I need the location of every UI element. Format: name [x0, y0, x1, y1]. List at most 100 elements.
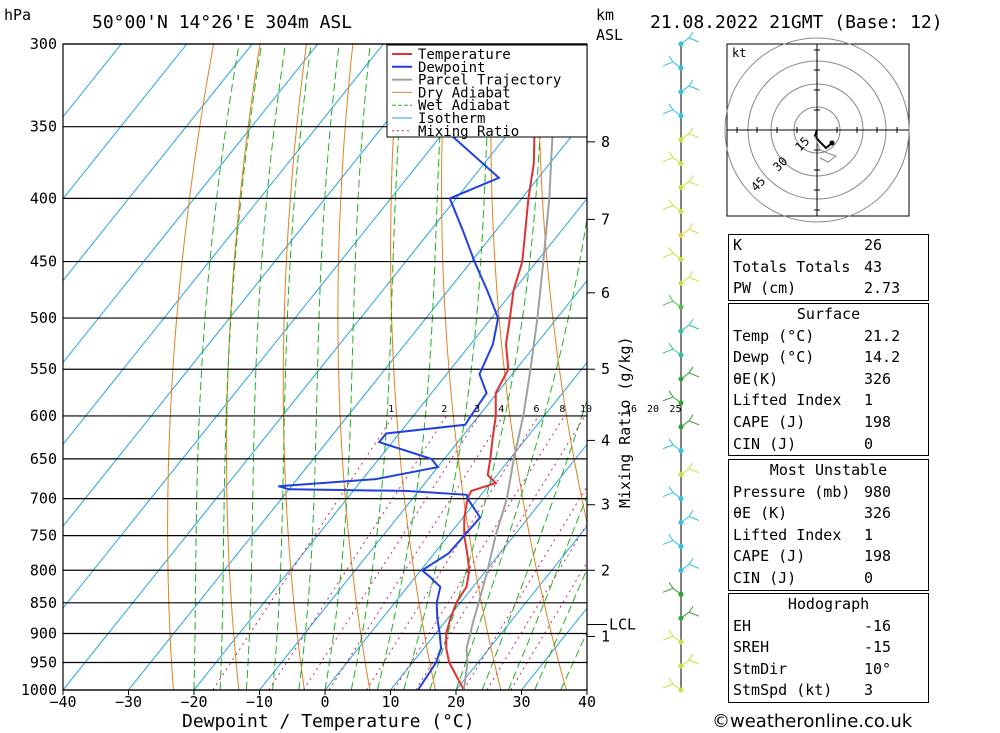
most-unstable-label: CAPE (J) [733, 547, 806, 566]
hodograph-stat-row: StmDir 10° [729, 659, 928, 681]
height-tick-label: 1 [601, 627, 610, 645]
mixing-ratio-label: 25 [669, 404, 681, 415]
pressure-tick-label: 500 [30, 309, 57, 327]
indices-rows: K 26 Totals Totals 43 PW (cm) 2.73 [729, 235, 928, 300]
surface-panel: Surface Temp (°C) 21.2 Dewp (°C) 14.2 θE(K) 3… [728, 303, 929, 457]
mixing-ratio-label: 1 [388, 404, 394, 415]
isotherm-line [63, 44, 188, 200]
x-tick-label: −40 [49, 693, 76, 711]
most-unstable-title: Most Unstable [769, 461, 888, 479]
surface-row: θE(K) 326 [729, 369, 928, 391]
isotherm-line [259, 279, 587, 690]
hodograph-stat-value: -15 [864, 638, 892, 657]
legend-label: Temperature [418, 47, 511, 63]
surface-label: Temp (°C) [733, 326, 815, 345]
wind-barb [662, 294, 682, 308]
index-label: K [733, 236, 743, 254]
footer-credit[interactable]: ©weatheronline.co.uk [712, 711, 913, 732]
wind-barb [662, 342, 682, 356]
isotherm-line [63, 44, 450, 528]
hodograph-stat-row: SREH -15 [729, 637, 928, 659]
most-unstable-value: 0 [864, 568, 874, 587]
index-row: PW (cm) 2.73 [729, 278, 928, 300]
mixing-ratio-label: 2 [441, 404, 447, 415]
hodograph-stat-label: SREH [733, 638, 770, 657]
wind-barb [680, 175, 700, 188]
mixing-ratio-label: 6 [534, 404, 540, 415]
pressure-tick-label: 700 [30, 490, 57, 508]
mixing-ratio-label: 10 [580, 404, 592, 415]
wind-barb [662, 629, 682, 643]
wind-barb [662, 151, 682, 165]
mixing-ratio-label: 20 [647, 404, 659, 415]
hodograph-stat-value: 3 [864, 681, 874, 700]
wet-adiabat-line [403, 44, 492, 690]
wet-adiabat-line [534, 567, 587, 690]
pressure-tick-label: 650 [30, 450, 57, 468]
wind-barb [680, 653, 700, 667]
surface-value: 21.2 [864, 326, 901, 345]
wind-barb [662, 247, 682, 260]
mixing-ratio-line [463, 485, 587, 690]
pressure-tick-label: 750 [30, 527, 57, 545]
hodograph-stats-rows: EH -16 SREH -15 StmDir 10° StmSpd (kt) 3 [729, 616, 928, 702]
pressure-tick-label: 900 [30, 624, 57, 642]
surface-title: Surface [796, 305, 861, 323]
hodograph-unit: kt [732, 46, 746, 60]
surface-value: 1 [864, 391, 874, 410]
index-label: Totals Totals [733, 257, 851, 276]
pressure-tick-label: 450 [30, 253, 57, 271]
height-tick-label: 3 [601, 496, 610, 514]
km-unit-label: km [596, 6, 614, 24]
x-tick-label: 30 [512, 693, 530, 711]
pressure-tick-label: 600 [30, 407, 57, 425]
index-value: 43 [864, 257, 883, 276]
most-unstable-label: Pressure (mb) [733, 482, 851, 501]
wind-barb [662, 582, 682, 595]
legend-label: Mixing Ratio [418, 124, 519, 140]
wind-barb [680, 605, 700, 619]
isotherm-line [128, 116, 587, 690]
wind-barb [662, 486, 682, 499]
x-tick-label: −20 [180, 693, 207, 711]
wind-barbs [662, 31, 700, 693]
wet-adiabat-line [429, 44, 546, 690]
isotherm-line [63, 44, 122, 118]
height-tick-label: 8 [601, 133, 610, 151]
wind-barb [680, 462, 700, 476]
wind-barb [680, 223, 700, 236]
hodograph-stat-row: StmSpd (kt) 3 [729, 680, 928, 702]
wind-barb [680, 318, 700, 332]
isotherm-line [455, 525, 587, 690]
dewpoint-line [278, 44, 561, 690]
mixing-ratio-line [328, 415, 504, 690]
hodograph-trace [813, 129, 833, 150]
pressure-tick-label: 400 [30, 189, 57, 207]
isotherm-line [193, 197, 587, 690]
most-unstable-rows: Pressure (mb) 980 θE (K) 326 Lifted Index 1 CA… [729, 482, 928, 590]
wind-barb [680, 270, 700, 284]
isotherm-line [63, 44, 253, 282]
surface-label: θE(K) [733, 369, 779, 388]
hodograph-stat-label: StmDir [733, 659, 788, 678]
mixing-ratio-line [268, 415, 447, 690]
wind-barb [662, 390, 682, 404]
most-unstable-label: CIN (J) [733, 568, 797, 587]
lcl-label: LCL [609, 615, 636, 633]
most-unstable-row: Pressure (mb) 980 [729, 482, 928, 504]
height-tick-label: 4 [601, 431, 610, 449]
wind-barb [662, 438, 682, 452]
wind-barb [680, 79, 700, 93]
indices-panel: K 26 Totals Totals 43 PW (cm) 2.73 [728, 234, 929, 301]
index-value: 26 [864, 236, 883, 254]
height-tick-label: 2 [601, 561, 610, 579]
hodograph-storm-dot [829, 140, 835, 146]
most-unstable-row: CIN (J) 0 [729, 568, 928, 590]
hodograph-upper-trace [814, 135, 838, 163]
wet-adiabat-line [350, 44, 406, 690]
most-unstable-value: 1 [864, 525, 874, 544]
axis-labels: 1 2 3 4 6 8 10 16 20 2530035040045050055060065070… [21, 35, 682, 711]
index-row: K 26 [729, 235, 928, 257]
